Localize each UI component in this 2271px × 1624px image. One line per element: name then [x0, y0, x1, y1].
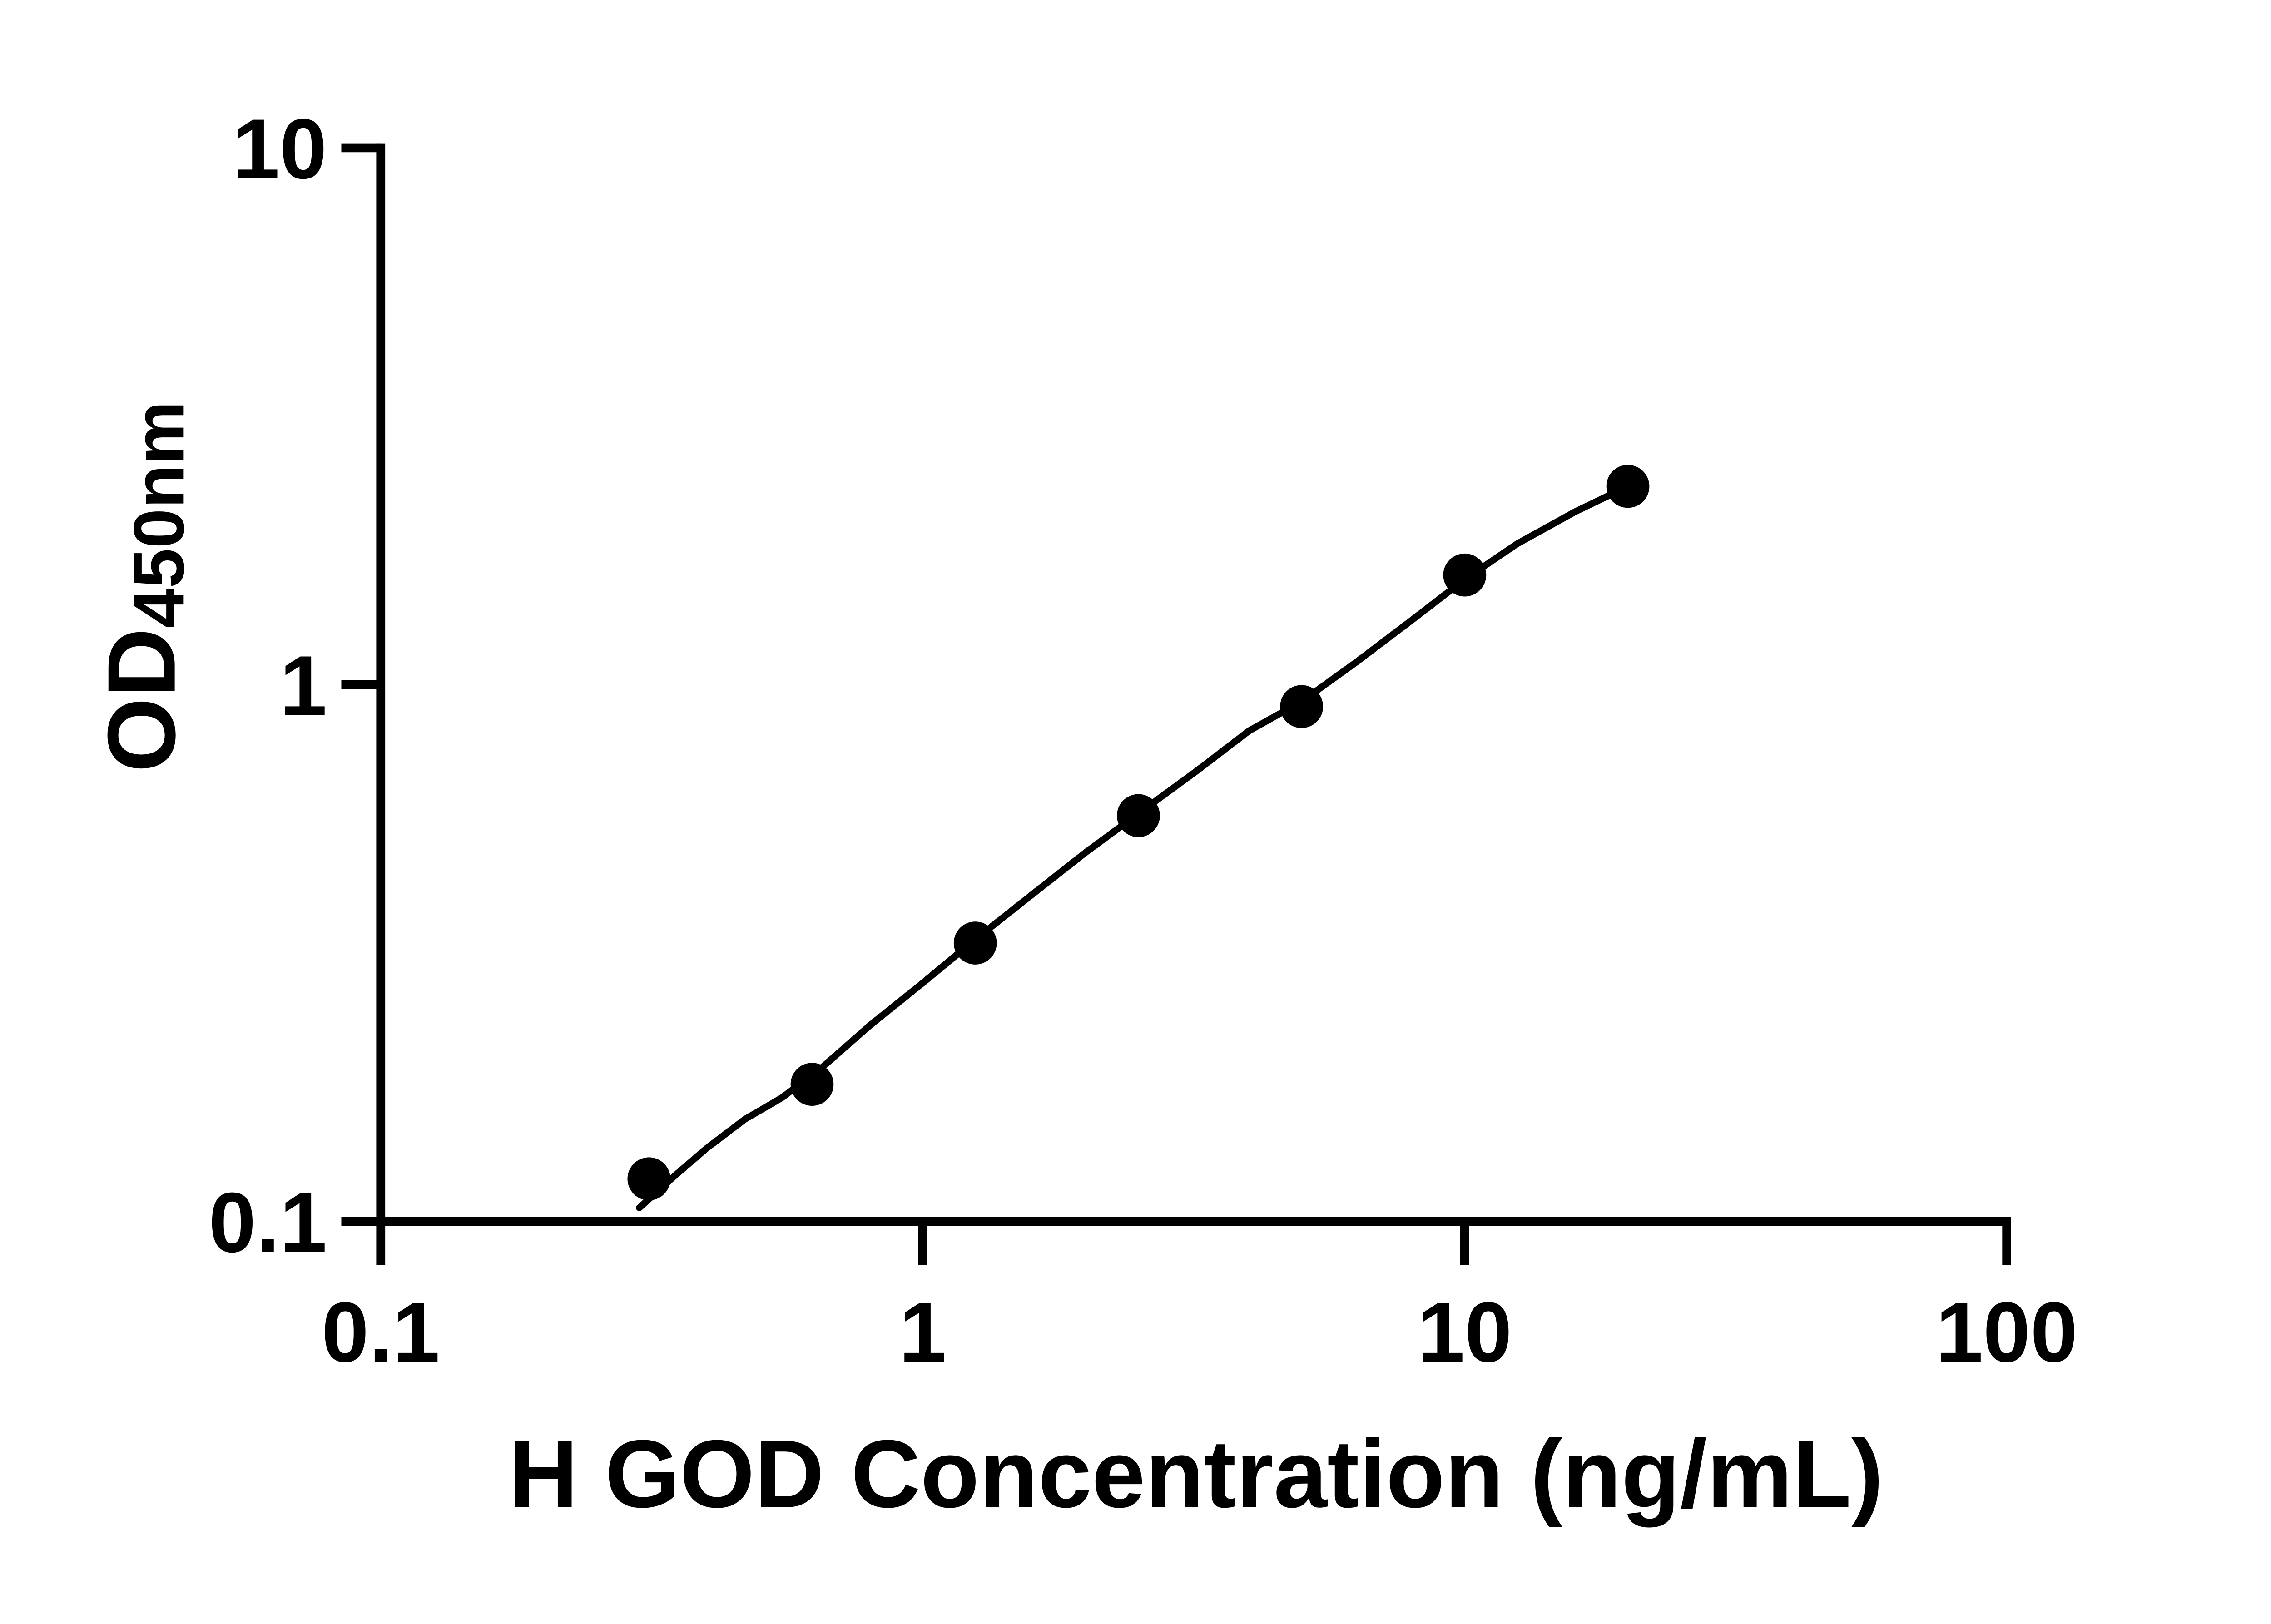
- data-points: [627, 465, 1650, 1201]
- x-axis-title: H GOD Concentration (ng/mL): [509, 1420, 1884, 1528]
- x-tick-label: 100: [1936, 1284, 2078, 1380]
- y-tick-label: 1: [280, 638, 327, 733]
- data-point: [1443, 553, 1487, 597]
- y-axis-title-sub: 450nm: [119, 401, 199, 628]
- y-tick-labels: 0.1 1 10: [208, 101, 327, 1270]
- y-tick-label: 0.1: [208, 1174, 327, 1270]
- y-axis-title: OD450nm: [88, 401, 199, 772]
- data-point: [953, 921, 997, 965]
- data-point: [1606, 465, 1650, 508]
- x-axis-ticks: [376, 1221, 2012, 1265]
- y-axis-ticks: [341, 143, 381, 1226]
- x-tick-label: 1: [899, 1284, 946, 1380]
- data-point: [627, 1157, 671, 1201]
- x-tick-label: 10: [1418, 1284, 1512, 1380]
- data-point: [1117, 794, 1160, 837]
- y-axis-title-main: OD: [88, 628, 195, 772]
- x-tick-labels: 0.1 1 10 100: [322, 1284, 2078, 1380]
- data-point: [1280, 685, 1324, 728]
- data-point: [790, 1063, 834, 1106]
- y-tick-label: 10: [233, 101, 327, 197]
- x-tick-label: 0.1: [322, 1284, 440, 1380]
- fit-curve-line: [636, 483, 1631, 1211]
